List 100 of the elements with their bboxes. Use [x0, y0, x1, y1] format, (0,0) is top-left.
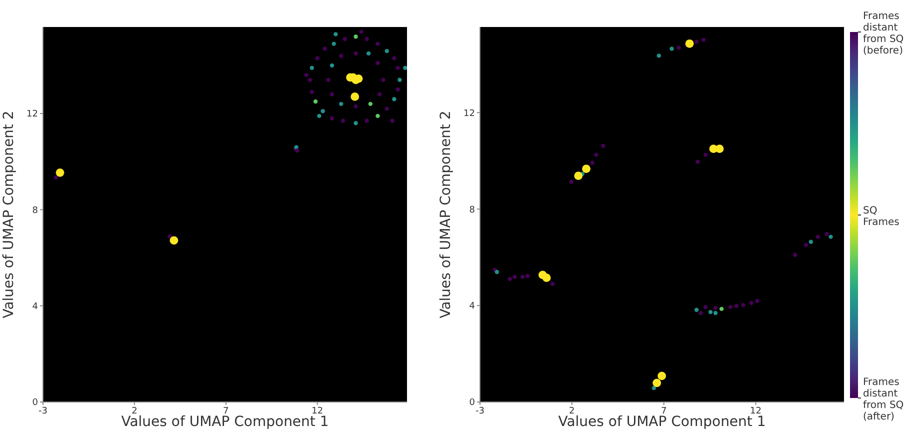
point — [354, 121, 358, 126]
y-tick-label: 8 — [469, 205, 476, 216]
point — [701, 38, 706, 42]
point — [569, 180, 574, 184]
point — [340, 118, 346, 123]
point — [749, 300, 754, 305]
point — [364, 36, 369, 42]
point — [376, 114, 380, 118]
point — [652, 386, 656, 390]
y-tick-label: 12 — [464, 108, 475, 119]
point — [601, 144, 606, 148]
point — [364, 118, 369, 123]
point — [398, 78, 402, 82]
point — [703, 152, 708, 157]
point — [392, 97, 396, 102]
point — [512, 274, 517, 279]
y-tick-label: 8 — [32, 206, 38, 216]
color-bar-label: Frames distant from SQ (before) — [863, 10, 904, 56]
point — [330, 63, 334, 68]
y-tick-label: 4 — [469, 302, 476, 312]
point — [310, 66, 314, 70]
y-axis-title: Values of UMAP Component 2 — [438, 110, 454, 318]
y-tick-label: 0 — [469, 398, 476, 408]
point — [315, 56, 320, 60]
x-tick-label: 7 — [660, 406, 667, 416]
x-axis-title: Values of UMAP Component 1 — [121, 414, 329, 430]
point — [354, 34, 358, 39]
point — [808, 240, 814, 244]
point — [396, 66, 400, 70]
point — [295, 148, 300, 153]
point — [304, 72, 308, 78]
point — [676, 46, 681, 50]
point — [330, 92, 334, 96]
point — [376, 60, 380, 66]
point — [342, 36, 347, 42]
point — [734, 304, 739, 308]
point — [719, 306, 724, 312]
point — [793, 252, 798, 257]
point — [384, 106, 389, 111]
point — [816, 234, 820, 239]
point — [550, 282, 555, 286]
point — [696, 160, 700, 164]
point — [713, 306, 718, 310]
point — [526, 274, 530, 278]
point — [713, 310, 718, 316]
point — [168, 234, 172, 238]
point — [366, 51, 371, 56]
x-tick-label: -3 — [476, 406, 484, 416]
y-tick-label: 0 — [32, 398, 38, 408]
point — [741, 302, 746, 308]
color-bar-label: SQ Frames — [863, 205, 900, 228]
point — [359, 30, 364, 34]
point — [308, 78, 312, 82]
point — [368, 102, 373, 106]
x-tick-label: 12 — [312, 406, 324, 416]
point — [508, 276, 512, 282]
y-tick-label: 12 — [26, 110, 38, 120]
point — [332, 42, 336, 46]
point — [670, 46, 674, 51]
x-tick-label: 2 — [132, 406, 138, 416]
point — [708, 310, 713, 314]
point — [594, 152, 598, 157]
point — [330, 116, 334, 120]
point — [339, 54, 344, 58]
x-tick-label: -3 — [38, 406, 48, 416]
point — [828, 234, 833, 239]
point — [728, 304, 732, 310]
point — [656, 54, 661, 58]
point — [384, 48, 389, 54]
point — [376, 42, 380, 46]
point — [354, 104, 358, 108]
color-bar-label: Frames distant from SQ (after) — [863, 376, 904, 422]
point — [313, 99, 318, 104]
point — [694, 308, 699, 312]
point — [339, 102, 344, 106]
point — [396, 87, 400, 92]
point — [54, 175, 58, 180]
point — [520, 274, 525, 279]
point — [403, 66, 407, 70]
point — [590, 160, 594, 165]
point — [310, 90, 314, 94]
point — [804, 242, 808, 248]
y-tick-label: 4 — [32, 302, 38, 312]
point — [698, 310, 703, 316]
x-tick-label: 7 — [223, 406, 229, 416]
point — [381, 78, 386, 82]
point — [755, 298, 760, 304]
y-axis-title: Values of UMAP Component 2 — [0, 110, 17, 318]
point — [694, 40, 699, 44]
point — [494, 270, 500, 274]
point — [326, 78, 330, 82]
point — [317, 114, 322, 118]
x-axis-title: Values of UMAP Component 1 — [558, 414, 766, 430]
x-tick-label: 2 — [569, 406, 575, 416]
point — [334, 32, 338, 36]
point — [320, 109, 325, 114]
x-tick-label: 12 — [750, 406, 762, 416]
point — [392, 56, 396, 60]
point — [824, 232, 829, 236]
point — [377, 92, 382, 96]
